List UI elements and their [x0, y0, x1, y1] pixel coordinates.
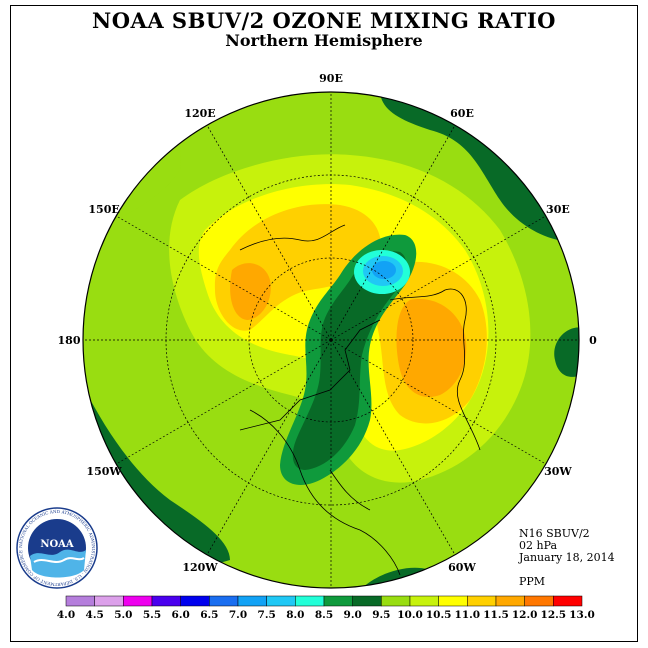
colorbar-swatch	[151, 595, 181, 607]
ozone-field	[83, 92, 579, 588]
page-title: NOAA SBUV/2 OZONE MIXING RATIO	[92, 8, 556, 33]
logo-text: NOAA	[40, 539, 74, 550]
colorbar-tick-label: 10.5	[426, 609, 452, 621]
colorbar-swatch	[524, 595, 554, 607]
longitude-label: 60W	[448, 561, 476, 574]
meridian-line	[206, 125, 332, 341]
colorbar-tick-label: 10.0	[397, 609, 423, 621]
colorbar-swatch	[266, 595, 296, 607]
longitude-label: 180	[58, 334, 81, 347]
longitude-label: 90E	[319, 72, 343, 85]
colorbar-swatch	[237, 595, 267, 607]
colorbar-tick-label: 4.0	[57, 609, 75, 621]
colorbar-swatch	[409, 595, 439, 607]
colorbar-tick-label: 11.0	[455, 609, 481, 621]
longitude-label: 30W	[544, 465, 572, 478]
meridian-line	[330, 339, 546, 465]
colorbar-swatch	[65, 595, 95, 607]
colorbar-swatch	[295, 595, 325, 607]
colorbar-swatch	[180, 595, 210, 607]
colorbar-tick-label: 6.5	[200, 609, 218, 621]
meridian-line	[116, 339, 332, 465]
longitude-label: 60E	[450, 107, 474, 120]
contour-orange-east	[396, 299, 467, 398]
colorbar-tick-label: 11.5	[483, 609, 509, 621]
units-label: PPM	[519, 575, 546, 588]
colorbar: 4.0 4.5 5.0 5.5 6.0 6.5 7.0 7.5 8.0 8.5 9.0 9.5 10.0…	[57, 595, 595, 621]
contour-dark-green-core	[292, 251, 407, 470]
colorbar-tick-label: 12.5	[541, 609, 567, 621]
longitude-label: 0	[589, 334, 597, 347]
map-boundary	[82, 91, 580, 589]
meridian-line	[330, 339, 456, 555]
longitude-label: 30E	[546, 203, 570, 216]
colorbar-tick-label: 8.5	[315, 609, 333, 621]
colorbar-tick-label: 6.0	[172, 609, 190, 621]
colorbar-swatch	[94, 595, 124, 607]
colorbar-tick-label: 4.5	[86, 609, 104, 621]
colorbar-swatch	[352, 595, 382, 607]
colorbar-swatch	[209, 595, 239, 607]
graticule	[83, 92, 579, 588]
contour-dark-green-e	[554, 327, 579, 377]
colorbar-tick-label: 12.0	[512, 609, 538, 621]
longitude-label: 120E	[184, 107, 215, 120]
colorbar-swatch	[323, 595, 353, 607]
coastlines	[239, 224, 481, 576]
colorbar-tick-label: 9.5	[372, 609, 390, 621]
meridian-line	[330, 125, 456, 341]
contour-orange-west	[230, 263, 271, 320]
instrument-label: N16 SBUV/2	[519, 527, 590, 540]
longitude-label: 150E	[88, 203, 119, 216]
meridian-line	[206, 339, 332, 555]
colorbar-swatch	[495, 595, 525, 607]
colorbar-swatch	[438, 595, 468, 607]
colorbar-tick-label: 5.5	[143, 609, 161, 621]
colorbar-swatch	[381, 595, 411, 607]
longitude-label: 150W	[86, 465, 122, 478]
page-subtitle: Northern Hemisphere	[225, 31, 423, 50]
colorbar-tick-label: 7.0	[229, 609, 247, 621]
noaa-logo: NOAA NATIONAL OCEANIC AND ATMOSPHERIC AD…	[16, 507, 98, 589]
figure-frame	[10, 5, 638, 642]
colorbar-tick-label: 5.0	[114, 609, 132, 621]
meridian-line	[330, 215, 546, 341]
date-label: January 18, 2014	[519, 551, 615, 564]
colorbar-tick-label: 9.0	[344, 609, 362, 621]
contour-blue	[372, 261, 396, 279]
meridian-line	[116, 215, 332, 341]
colorbar-swatch	[553, 595, 583, 607]
colorbar-tick-label: 7.5	[258, 609, 276, 621]
colorbar-tick-label: 13.0	[569, 609, 595, 621]
colorbar-tick-label: 8.0	[286, 609, 304, 621]
colorbar-swatch	[467, 595, 497, 607]
longitude-label: 120W	[182, 561, 218, 574]
colorbar-swatch	[123, 595, 153, 607]
level-label: 02 hPa	[519, 539, 558, 552]
